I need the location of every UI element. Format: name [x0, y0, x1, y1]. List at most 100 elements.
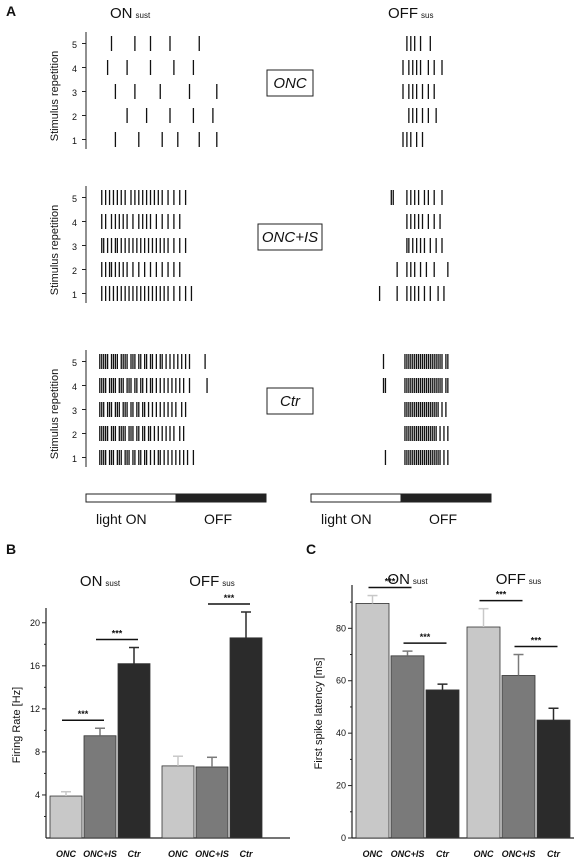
- group-title: OFF sus: [496, 571, 541, 588]
- chart-ylabel: Firing Rate [Hz]: [11, 687, 23, 763]
- stimulus-off-segment: [175, 493, 267, 503]
- bar: [49, 795, 83, 839]
- raster-off-title-sub: sus: [421, 11, 433, 20]
- raster-rep-label: 3: [72, 406, 77, 416]
- bar-category-label: Ctr: [547, 849, 560, 859]
- y-tick-label: 0: [341, 833, 346, 843]
- stimulus-light-on-label: light ON: [321, 511, 372, 527]
- raster-off-title: OFF sus: [388, 5, 433, 22]
- group-title: ON sust: [80, 573, 121, 590]
- bar: [536, 719, 571, 839]
- significance-label: ***: [112, 629, 123, 639]
- raster-on-title-sub: sust: [136, 11, 151, 20]
- bar: [195, 766, 229, 839]
- raster-rep-label: 1: [72, 290, 77, 300]
- y-tick-label: 20: [336, 781, 346, 791]
- group-title-main: OFF: [496, 571, 526, 588]
- raster-rep-label: 4: [72, 382, 77, 392]
- raster-rep-label: 5: [72, 358, 77, 368]
- raster-ylabel: Stimulus repetition: [49, 51, 61, 142]
- y-tick-label: 40: [336, 728, 346, 738]
- bar: [161, 765, 195, 839]
- bar-category-label: Ctr: [436, 849, 449, 859]
- y-tick-label: 60: [336, 676, 346, 686]
- group-title-sub: sus: [222, 579, 234, 588]
- panel-c-label: C: [306, 541, 316, 557]
- stimulus-light-on-segment: [310, 493, 402, 503]
- condition-label: Ctr: [280, 393, 301, 410]
- stimulus-light-on-segment: [85, 493, 177, 503]
- bar-category-label: Ctr: [240, 849, 253, 859]
- chart-ylabel: First spike latency [ms]: [313, 658, 325, 770]
- raster-ylabel: Stimulus repetition: [49, 369, 61, 460]
- significance-label: ***: [420, 632, 431, 642]
- raster-block-onc-is: Stimulus repetition 5 4 3 2 1 ONC+IS: [49, 186, 449, 303]
- bar-category-label: ONC+IS: [391, 849, 425, 859]
- bar-category-label: ONC: [363, 849, 384, 859]
- group-title-main: ON: [80, 573, 103, 590]
- raster-rep-label: 4: [72, 218, 77, 228]
- bar: [501, 675, 536, 839]
- raster-ylabel: Stimulus repetition: [49, 205, 61, 296]
- bar-category-label: ONC+IS: [502, 849, 536, 859]
- bar-category-label: ONC+IS: [195, 849, 229, 859]
- condition-box: [266, 387, 314, 415]
- significance-label: ***: [496, 590, 507, 600]
- raster-rep-label: 2: [72, 112, 77, 122]
- stimulus-bar-off: light ON OFF: [310, 493, 492, 527]
- significance-label: ***: [531, 636, 542, 646]
- raster-rep-label: 4: [72, 64, 77, 74]
- bar: [355, 603, 390, 839]
- bar-category-label: ONC: [168, 849, 189, 859]
- condition-label: ONC+IS: [262, 229, 318, 246]
- condition-box: [266, 69, 314, 97]
- raster-on-title: ON sust: [110, 5, 151, 22]
- group-title-sub: sus: [529, 577, 541, 586]
- group-title-main: OFF: [189, 573, 219, 590]
- bar-category-label: ONC: [474, 849, 495, 859]
- bar: [117, 663, 151, 839]
- bar: [425, 689, 460, 839]
- bar: [83, 735, 117, 839]
- panel-a-label: A: [6, 3, 16, 19]
- condition-label: ONC: [273, 75, 307, 92]
- raster-off-title-main: OFF: [388, 5, 418, 22]
- bar-category-label: ONC: [56, 849, 77, 859]
- significance-label: ***: [385, 577, 396, 587]
- y-tick-label: 20: [30, 618, 40, 628]
- firing-rate-chart: Firing Rate [Hz] 4 8 12 16 20 ON sust ONC ONC+IS C…: [11, 573, 290, 859]
- group-title-sub: sust: [413, 577, 428, 586]
- y-tick-label: 80: [336, 623, 346, 633]
- group-title-main: ON: [387, 571, 410, 588]
- bar: [229, 637, 263, 839]
- raster-rep-label: 5: [72, 194, 77, 204]
- raster-rep-label: 1: [72, 454, 77, 464]
- bar: [466, 626, 501, 839]
- stimulus-light-on-label: light ON: [96, 511, 147, 527]
- significance-label: ***: [78, 709, 89, 719]
- bar-category-label: ONC+IS: [83, 849, 117, 859]
- stimulus-off-label: OFF: [429, 511, 457, 527]
- condition-box: [257, 223, 323, 251]
- bar-category-label: Ctr: [128, 849, 141, 859]
- group-title: OFF sus: [189, 573, 234, 590]
- bar: [390, 655, 425, 839]
- significance-label: ***: [224, 593, 235, 603]
- y-tick-label: 16: [30, 661, 40, 671]
- group-title: ON sust: [387, 571, 428, 588]
- raster-block-ctr: Stimulus repetition 5 4 3 2 1 Ctr: [49, 350, 449, 467]
- raster-rep-label: 1: [72, 136, 77, 146]
- raster-on-title-main: ON: [110, 5, 133, 22]
- panel-b-label: B: [6, 541, 16, 557]
- stimulus-bar-on: light ON OFF: [85, 493, 267, 527]
- raster-rep-label: 2: [72, 266, 77, 276]
- raster-block-onc: Stimulus repetition 5 4 3 2 1 ONC: [49, 32, 443, 149]
- raster-rep-label: 3: [72, 88, 77, 98]
- raster-rep-label: 5: [72, 40, 77, 50]
- group-title-sub: sust: [105, 579, 120, 588]
- stimulus-off-segment: [400, 493, 492, 503]
- raster-rep-label: 2: [72, 430, 77, 440]
